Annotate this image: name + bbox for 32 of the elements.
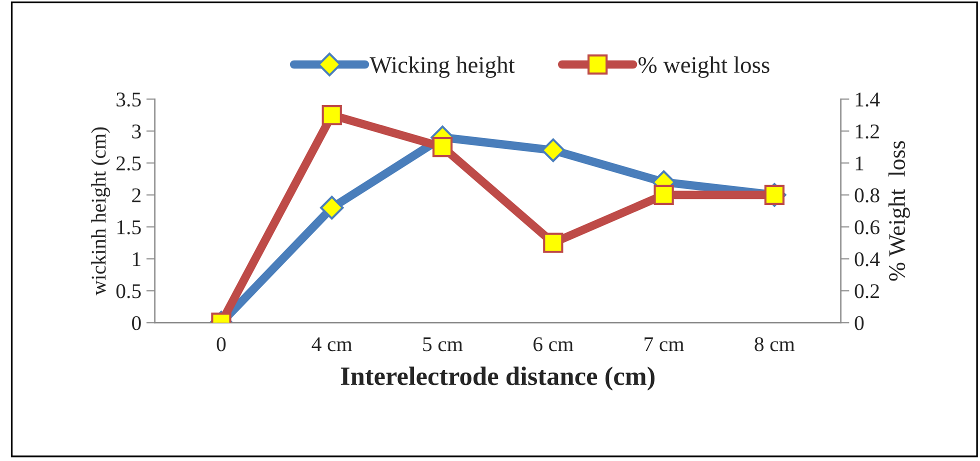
x-axis-title: Interelectrode distance (cm) (340, 366, 654, 391)
y-tick-label: 0.5 (116, 284, 141, 298)
legend-label: % weight loss (638, 56, 770, 78)
y-tick-label: 2 (132, 188, 140, 202)
x-tick-label: 4 cm (312, 337, 352, 352)
y-axis-title: wickinh height (cm) (91, 127, 110, 296)
y2-tick-label: 0 (854, 316, 864, 330)
y2-tick-label: 0.4 (854, 252, 880, 266)
y-tick-label: 1.5 (117, 220, 141, 234)
y2-tick-label: 0.2 (854, 284, 879, 298)
y2-tick-label: 1.4 (856, 92, 880, 107)
point (320, 196, 344, 220)
x-tick-label: 7 cm (644, 337, 684, 352)
y2-tick-label: 1.2 (856, 124, 879, 139)
y-tick-label: 2.5 (116, 156, 141, 171)
x-tick-label: 8 cm (754, 337, 795, 352)
point (432, 136, 453, 158)
y-tick-label: 3.5 (116, 92, 141, 107)
y2-axis-title: % Weight loss (888, 141, 910, 281)
y-tick-label: 3 (132, 124, 141, 138)
y2-tick-label: 1 (856, 156, 864, 170)
legend-label: Wicking height (370, 56, 515, 78)
x-tick-label: 6 cm (534, 337, 574, 352)
y-tick-label: 0 (132, 316, 141, 330)
y2-tick-label: 0.6 (854, 220, 880, 234)
y2-tick-label: 0.8 (854, 188, 880, 202)
point (543, 232, 564, 253)
point (654, 184, 674, 206)
x-tick-label: 5 cm (423, 337, 463, 352)
point (322, 105, 342, 126)
y-tick-label: 1 (133, 252, 140, 266)
x-tick-label: 0 (216, 337, 226, 352)
